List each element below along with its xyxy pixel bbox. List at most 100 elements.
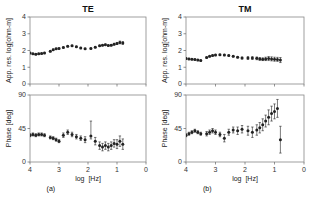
error-bar bbox=[116, 42, 118, 44]
error-bar bbox=[270, 106, 272, 121]
error-bar bbox=[279, 58, 281, 63]
error-bar bbox=[251, 57, 253, 60]
error-bar bbox=[259, 58, 261, 61]
point bbox=[71, 133, 74, 136]
error-bar bbox=[122, 42, 124, 45]
point bbox=[58, 140, 61, 143]
marks bbox=[186, 53, 282, 62]
error-bar bbox=[223, 134, 225, 141]
x-tick bbox=[186, 162, 187, 165]
y-tick bbox=[184, 17, 187, 18]
point bbox=[227, 54, 230, 57]
point bbox=[94, 46, 97, 49]
y-axis-label: Phase [deg] bbox=[161, 110, 169, 147]
point bbox=[62, 46, 65, 49]
point bbox=[75, 135, 78, 138]
point bbox=[62, 134, 65, 137]
point bbox=[232, 55, 235, 58]
panel-title: TM bbox=[239, 4, 252, 14]
error-bar bbox=[104, 142, 106, 149]
x-tick-label: 0 bbox=[302, 166, 306, 173]
error-bar bbox=[30, 134, 31, 137]
point bbox=[116, 42, 119, 45]
point bbox=[211, 54, 214, 57]
y-tick-label: 4 bbox=[22, 13, 26, 20]
point bbox=[113, 43, 116, 46]
error-bar bbox=[211, 55, 213, 56]
point bbox=[196, 59, 199, 62]
error-bar bbox=[35, 54, 37, 55]
point bbox=[79, 137, 82, 140]
y-tick-label: 0 bbox=[22, 80, 26, 87]
point bbox=[89, 47, 92, 50]
point bbox=[236, 56, 239, 59]
error-bar bbox=[208, 56, 210, 57]
y-tick-label: 45 bbox=[174, 125, 182, 132]
x-tick bbox=[274, 162, 275, 165]
error-bar bbox=[214, 54, 216, 55]
point bbox=[218, 53, 221, 56]
point bbox=[43, 52, 46, 55]
error-bar bbox=[267, 110, 269, 125]
x-tick bbox=[88, 162, 89, 165]
figure: 01234App. res. log[ohm-m]TE01234App. res… bbox=[0, 0, 312, 204]
point bbox=[190, 58, 193, 61]
error-bar bbox=[119, 136, 121, 146]
error-bar bbox=[256, 57, 258, 60]
error-bar bbox=[116, 140, 118, 149]
error-bar bbox=[197, 131, 199, 134]
point bbox=[34, 134, 37, 137]
point bbox=[40, 52, 43, 55]
error-bar bbox=[228, 55, 230, 56]
error-bar bbox=[32, 133, 34, 136]
error-bar bbox=[67, 130, 69, 134]
error-bar bbox=[38, 133, 40, 136]
error-bar bbox=[107, 45, 109, 46]
error-bar bbox=[101, 143, 103, 150]
y-tick-label: 90 bbox=[174, 91, 182, 98]
point bbox=[110, 144, 113, 147]
point bbox=[121, 41, 124, 44]
point bbox=[236, 129, 239, 132]
point bbox=[98, 144, 101, 147]
error-bar bbox=[232, 56, 234, 57]
point bbox=[214, 54, 217, 57]
y-tick bbox=[28, 67, 31, 68]
point bbox=[270, 57, 273, 60]
error-bar bbox=[276, 99, 278, 117]
error-bar bbox=[98, 45, 100, 46]
error-bar bbox=[219, 132, 221, 136]
point bbox=[223, 54, 226, 57]
point bbox=[193, 129, 196, 132]
y-axis-label: App. res. log[ohm-m] bbox=[5, 18, 13, 83]
error-bar bbox=[80, 136, 82, 140]
y-tick bbox=[184, 95, 187, 96]
y-tick-label: 0 bbox=[178, 80, 182, 87]
error-bar bbox=[38, 53, 40, 54]
error-bar bbox=[194, 59, 196, 60]
x-tick bbox=[304, 84, 305, 87]
panel: 01234App. res. log[ohm-m]TM bbox=[161, 4, 304, 87]
point bbox=[205, 56, 208, 59]
y-tick bbox=[184, 50, 187, 51]
error-bar bbox=[49, 136, 51, 139]
error-bar bbox=[270, 57, 272, 61]
point bbox=[66, 45, 69, 48]
y-tick-label: 1 bbox=[22, 64, 26, 71]
panel: 0123404590Phase [deg]log [Hz](b) bbox=[161, 91, 306, 193]
y-tick-label: 2 bbox=[22, 47, 26, 54]
error-bar bbox=[35, 134, 37, 137]
error-bar bbox=[219, 54, 221, 55]
panel-annotation: (a) bbox=[47, 185, 56, 193]
error-bar bbox=[90, 48, 92, 49]
y-axis-label: App. res. log[ohm-m] bbox=[161, 18, 169, 83]
point bbox=[246, 57, 249, 60]
point bbox=[190, 131, 193, 134]
point bbox=[113, 142, 116, 145]
point bbox=[267, 116, 270, 119]
error-bar bbox=[236, 57, 238, 58]
y-tick bbox=[184, 84, 187, 85]
error-bar bbox=[262, 119, 264, 131]
point bbox=[227, 131, 230, 134]
panel-annotation: (b) bbox=[203, 185, 212, 193]
